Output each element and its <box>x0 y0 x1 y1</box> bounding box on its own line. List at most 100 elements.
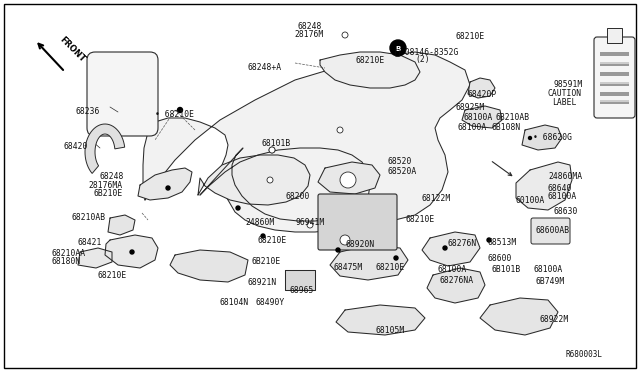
Text: 68210E: 68210E <box>405 215 435 224</box>
Polygon shape <box>462 106 502 128</box>
Text: 68600: 68600 <box>487 254 511 263</box>
Circle shape <box>269 147 275 153</box>
FancyBboxPatch shape <box>594 37 635 118</box>
Bar <box>600 82 629 84</box>
Text: 68920N: 68920N <box>345 240 374 249</box>
Circle shape <box>340 235 350 245</box>
Text: 60100A: 60100A <box>516 196 545 205</box>
Circle shape <box>236 206 240 210</box>
Bar <box>600 72 629 76</box>
Circle shape <box>177 108 182 112</box>
Text: 6B101B: 6B101B <box>492 265 521 274</box>
Text: 68122M: 68122M <box>422 194 451 203</box>
Polygon shape <box>85 124 125 173</box>
Polygon shape <box>336 305 425 335</box>
Polygon shape <box>318 162 380 194</box>
Bar <box>600 52 629 56</box>
Text: LABEL: LABEL <box>552 98 577 107</box>
Text: 68640: 68640 <box>548 184 572 193</box>
Polygon shape <box>108 215 135 235</box>
Polygon shape <box>143 52 470 232</box>
FancyBboxPatch shape <box>318 194 397 250</box>
Text: 68210AA: 68210AA <box>52 249 86 258</box>
Polygon shape <box>422 232 480 266</box>
Text: 6B749M: 6B749M <box>535 277 564 286</box>
Text: 24860M: 24860M <box>245 218 275 227</box>
Circle shape <box>130 250 134 254</box>
Text: 68630: 68630 <box>554 207 579 216</box>
Text: 68921N: 68921N <box>247 278 276 287</box>
Text: • 68620G: • 68620G <box>533 133 572 142</box>
Text: FRONT: FRONT <box>58 35 87 64</box>
Polygon shape <box>78 248 112 268</box>
FancyBboxPatch shape <box>531 218 570 244</box>
Bar <box>600 82 629 86</box>
Text: 68210E: 68210E <box>455 32 484 41</box>
Polygon shape <box>138 168 192 200</box>
Text: (2): (2) <box>415 55 429 64</box>
Polygon shape <box>480 298 558 335</box>
Text: R680003L: R680003L <box>565 350 602 359</box>
Circle shape <box>529 137 531 140</box>
Text: 98591M: 98591M <box>553 80 582 89</box>
Text: 96941M: 96941M <box>295 218 324 227</box>
Polygon shape <box>285 270 315 290</box>
Text: 6B108N: 6B108N <box>491 123 520 132</box>
FancyBboxPatch shape <box>87 52 158 136</box>
Text: • 68210E: • 68210E <box>155 110 194 119</box>
Text: 68100A: 68100A <box>548 192 577 201</box>
Circle shape <box>443 246 447 250</box>
Text: 68180N: 68180N <box>52 257 81 266</box>
Bar <box>600 62 629 64</box>
Text: 68520: 68520 <box>388 157 412 166</box>
Text: 68965: 68965 <box>290 286 314 295</box>
Text: 68210E: 68210E <box>355 56 384 65</box>
Text: 68475M: 68475M <box>334 263 364 272</box>
Text: 68248+A: 68248+A <box>248 63 282 72</box>
Text: 68276N: 68276N <box>448 239 477 248</box>
Text: 68200: 68200 <box>285 192 309 201</box>
Text: 68100A: 68100A <box>458 123 487 132</box>
Text: 68248: 68248 <box>100 172 124 181</box>
Text: CAUTION: CAUTION <box>548 89 582 98</box>
Text: 68922M: 68922M <box>540 315 569 324</box>
Polygon shape <box>105 235 158 268</box>
Circle shape <box>337 127 343 133</box>
Text: 6B210AB: 6B210AB <box>496 113 530 122</box>
Text: 6B210E: 6B210E <box>252 257 281 266</box>
Text: 68210E: 68210E <box>98 271 127 280</box>
Circle shape <box>394 256 398 260</box>
Text: 68420: 68420 <box>64 142 88 151</box>
Polygon shape <box>198 155 310 205</box>
Bar <box>600 92 629 96</box>
Text: Ⓑ 08146-8352G: Ⓑ 08146-8352G <box>395 47 458 56</box>
Circle shape <box>342 32 348 38</box>
Bar <box>600 100 629 102</box>
Text: 68101B: 68101B <box>261 139 291 148</box>
Circle shape <box>340 172 356 188</box>
Text: 68421: 68421 <box>77 238 101 247</box>
Text: 68513M: 68513M <box>487 238 516 247</box>
Polygon shape <box>320 52 420 88</box>
Text: 6B210E: 6B210E <box>93 189 122 198</box>
Text: 68248: 68248 <box>297 22 321 31</box>
Text: 68420P: 68420P <box>467 90 496 99</box>
Text: 68925M: 68925M <box>456 103 485 112</box>
Text: 68210E: 68210E <box>258 236 287 245</box>
Text: 24860MA: 24860MA <box>548 172 582 181</box>
Text: 68276NA: 68276NA <box>440 276 474 285</box>
Circle shape <box>307 222 313 228</box>
Text: 68210E: 68210E <box>375 263 404 272</box>
Text: 68600AB: 68600AB <box>535 226 569 235</box>
Circle shape <box>487 238 491 242</box>
Circle shape <box>269 147 275 153</box>
Circle shape <box>390 40 406 56</box>
Bar <box>600 100 629 104</box>
Circle shape <box>336 248 340 252</box>
Text: 68100A: 68100A <box>464 113 493 122</box>
Circle shape <box>267 177 273 183</box>
Circle shape <box>261 234 265 238</box>
Text: 68490Y: 68490Y <box>256 298 285 307</box>
Text: 68104N: 68104N <box>219 298 248 307</box>
Circle shape <box>166 186 170 190</box>
